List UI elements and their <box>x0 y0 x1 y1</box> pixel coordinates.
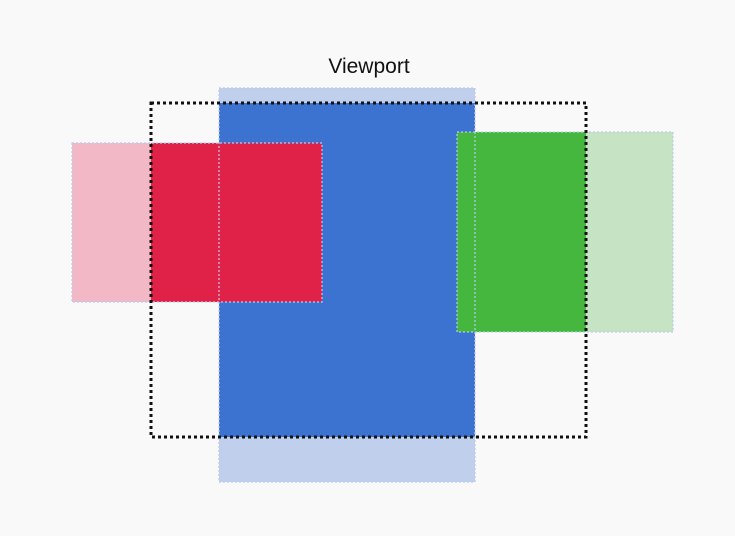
element-outlines <box>71 87 674 483</box>
viewport-frame <box>149 101 588 439</box>
blue-element-outline <box>218 87 476 483</box>
red-element-visible <box>151 143 322 302</box>
green-element-outline <box>456 131 674 333</box>
green-element-visible <box>457 132 586 332</box>
red-element-outline <box>71 142 323 303</box>
element-visible-layer <box>151 103 586 437</box>
viewport-label: Viewport <box>328 55 410 78</box>
